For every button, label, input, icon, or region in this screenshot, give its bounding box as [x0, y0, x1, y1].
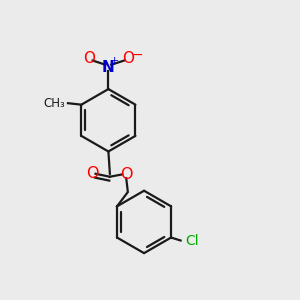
Text: CH₃: CH₃: [43, 97, 65, 110]
Text: +: +: [110, 56, 120, 66]
Text: −: −: [131, 48, 143, 62]
Text: N: N: [102, 60, 115, 75]
Text: O: O: [120, 167, 133, 182]
Text: O: O: [86, 166, 98, 181]
Text: O: O: [122, 51, 134, 66]
Text: Cl: Cl: [185, 233, 199, 248]
Text: O: O: [83, 51, 95, 66]
